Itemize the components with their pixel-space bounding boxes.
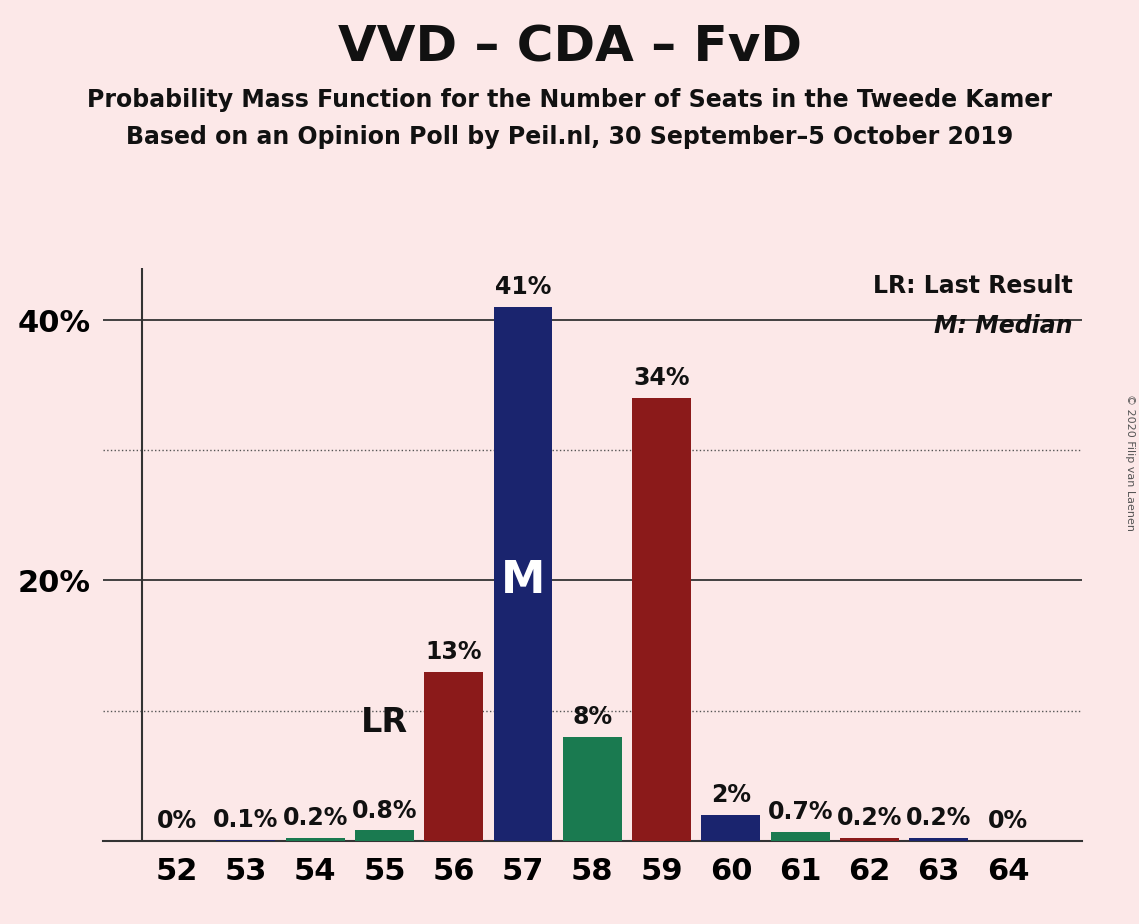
Bar [563, 736, 622, 841]
Text: 0.2%: 0.2% [282, 807, 347, 831]
Text: © 2020 Filip van Laenen: © 2020 Filip van Laenen [1125, 394, 1134, 530]
Text: 0.2%: 0.2% [907, 807, 972, 831]
Text: 34%: 34% [633, 366, 690, 390]
Bar [216, 840, 276, 841]
Bar [771, 832, 829, 841]
Text: M: M [501, 559, 546, 602]
Text: 8%: 8% [572, 705, 613, 729]
Bar [702, 815, 761, 841]
Text: Based on an Opinion Poll by Peil.nl, 30 September–5 October 2019: Based on an Opinion Poll by Peil.nl, 30 … [126, 125, 1013, 149]
Text: LR: LR [361, 706, 408, 739]
Bar [424, 672, 483, 841]
Text: VVD – CDA – FvD: VVD – CDA – FvD [337, 23, 802, 71]
Text: 0.7%: 0.7% [768, 800, 833, 824]
Text: 0.2%: 0.2% [837, 807, 902, 831]
Text: LR: Last Result: LR: Last Result [872, 274, 1072, 298]
Text: 41%: 41% [494, 275, 551, 299]
Bar [632, 398, 691, 841]
Text: 0.8%: 0.8% [352, 798, 417, 822]
Text: M: Median: M: Median [934, 314, 1072, 338]
Text: 0.1%: 0.1% [213, 808, 278, 832]
Bar [493, 307, 552, 841]
Bar [286, 838, 344, 841]
Bar [355, 831, 413, 841]
Text: 0%: 0% [988, 809, 1029, 833]
Text: 0%: 0% [156, 809, 197, 833]
Text: 13%: 13% [426, 639, 482, 663]
Bar [909, 838, 968, 841]
Text: 2%: 2% [711, 783, 751, 807]
Text: Probability Mass Function for the Number of Seats in the Tweede Kamer: Probability Mass Function for the Number… [87, 88, 1052, 112]
Bar [841, 838, 899, 841]
